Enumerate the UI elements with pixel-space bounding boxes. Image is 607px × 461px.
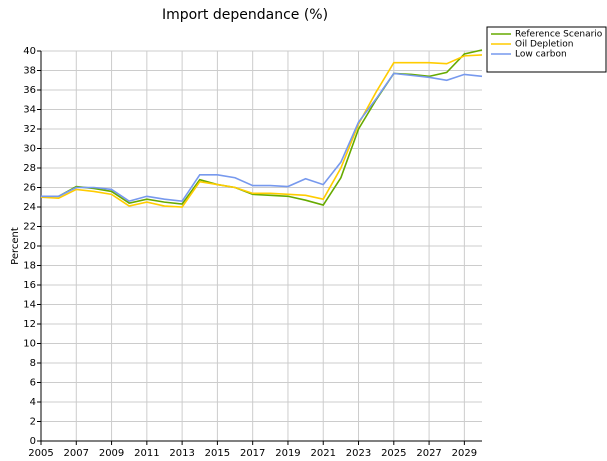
y-tick-label: 22 xyxy=(23,222,36,233)
y-tick-label: 40 xyxy=(23,46,36,57)
y-tick-label: 36 xyxy=(23,85,36,96)
y-tick-label: 0 xyxy=(30,436,36,447)
y-tick-label: 12 xyxy=(23,319,36,330)
y-tick-label: 8 xyxy=(30,358,36,369)
y-tick-label: 14 xyxy=(23,300,36,311)
y-tick-label: 16 xyxy=(23,280,36,291)
x-tick-label: 2015 xyxy=(205,448,230,459)
y-tick-label: 34 xyxy=(23,105,36,116)
legend-label: Oil Depletion xyxy=(515,40,573,50)
x-tick-label: 2029 xyxy=(452,448,477,459)
y-tick-label: 2 xyxy=(30,417,36,428)
y-tick-label: 4 xyxy=(30,397,36,408)
line-series xyxy=(40,54,483,208)
y-tick-label: 20 xyxy=(23,241,36,252)
x-tick-label: 2013 xyxy=(169,448,194,459)
y-tick-label: 38 xyxy=(23,66,36,77)
x-tick-label: 2017 xyxy=(240,448,265,459)
line-series xyxy=(41,72,483,203)
y-axis-label: Percent xyxy=(10,227,21,265)
y-tick-label: 32 xyxy=(23,124,36,135)
y-tick-label: 10 xyxy=(23,339,36,350)
x-tick-label: 2027 xyxy=(416,448,441,459)
y-tick-label: 30 xyxy=(23,144,36,155)
x-tick-label: 2021 xyxy=(311,448,336,459)
x-tick-label: 2023 xyxy=(346,448,371,459)
line-series xyxy=(41,49,483,206)
chart-title: Import dependance (%) xyxy=(162,7,328,23)
x-tick-label: 2007 xyxy=(64,448,89,459)
y-tick-label: 24 xyxy=(23,202,36,213)
x-tick-label: 2011 xyxy=(134,448,159,459)
y-tick-label: 28 xyxy=(23,163,36,174)
x-tick-label: 2025 xyxy=(381,448,406,459)
y-tick-label: 26 xyxy=(23,183,36,194)
y-tick-label: 18 xyxy=(23,261,36,272)
x-tick-label: 2005 xyxy=(28,448,53,459)
x-tick-label: 2009 xyxy=(99,448,124,459)
y-tick-label: 6 xyxy=(30,378,36,389)
legend-label: Reference Scenario xyxy=(515,30,603,40)
x-tick-label: 2019 xyxy=(275,448,300,459)
legend-label: Low carbon xyxy=(515,50,567,60)
